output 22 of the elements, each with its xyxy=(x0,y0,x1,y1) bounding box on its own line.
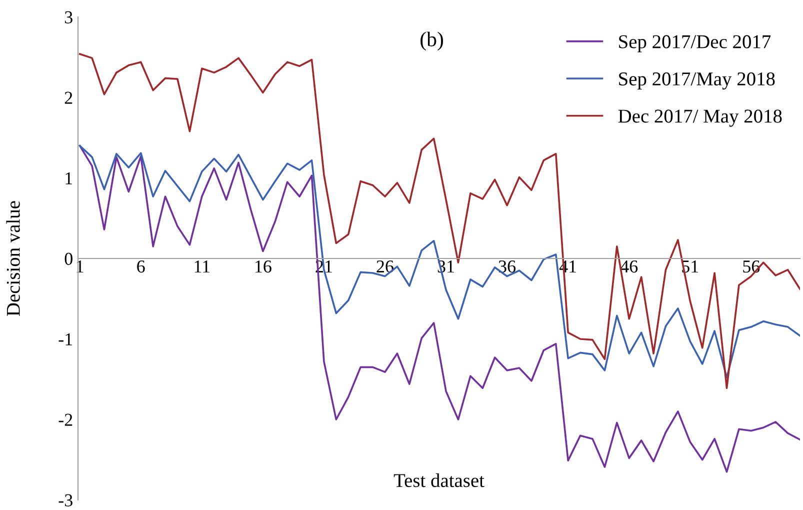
y-axis-title: Decision value xyxy=(6,201,20,316)
x-tick-label: 36 xyxy=(498,260,516,273)
x-tick-label: 11 xyxy=(194,260,210,272)
annotation: (b) xyxy=(420,32,444,51)
x-axis-title: Test dataset xyxy=(394,473,484,488)
line-series xyxy=(78,53,800,390)
y-tick-label: -1 xyxy=(58,333,72,346)
line-series xyxy=(78,144,800,473)
legend-label: Sep 2017/Dec 2017 xyxy=(619,35,771,52)
y-tick-label: 3 xyxy=(64,11,72,24)
legend-label: Dec 2017/ May 2018 xyxy=(618,110,782,127)
x-tick-label: 56 xyxy=(743,260,760,273)
y-tick-label: 1 xyxy=(66,172,72,184)
line-series xyxy=(78,144,800,379)
x-tick-label: 6 xyxy=(137,260,145,273)
y-tick-label: 0 xyxy=(64,252,72,265)
legend-label: Sep 2017/May 2018 xyxy=(619,72,775,90)
y-tick-label: -3 xyxy=(58,494,72,506)
y-tick-label: 2 xyxy=(64,92,72,104)
x-tick-label: 16 xyxy=(255,260,272,273)
x-tick-label: 46 xyxy=(620,260,638,273)
y-tick-label: -2 xyxy=(58,414,72,426)
